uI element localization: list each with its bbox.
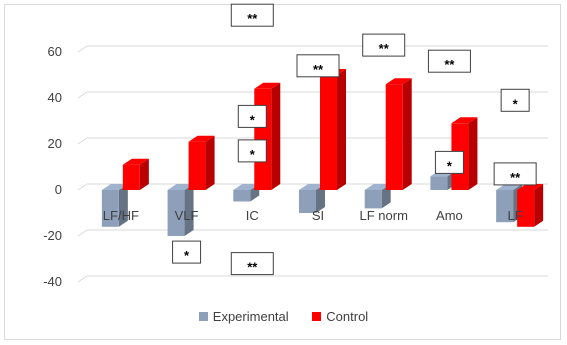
significance-marker: ** — [230, 252, 274, 276]
legend-label-experimental: Experimental — [212, 309, 289, 324]
legend-swatch-control — [312, 312, 322, 321]
svg-text:*: * — [447, 158, 453, 173]
significance-marker: ** — [296, 54, 340, 78]
legend-item-experimental: Experimental — [198, 309, 289, 324]
bar-experimental-0 — [101, 184, 128, 227]
bar-control-6 — [517, 184, 544, 227]
y-tick-label: 40 — [48, 90, 62, 105]
svg-text:**: ** — [444, 57, 455, 72]
significance-marker: * — [237, 139, 267, 163]
y-tick-label: 0 — [55, 182, 62, 197]
significance-marker: * — [237, 104, 267, 128]
y-tick-label: -40 — [43, 274, 62, 289]
gridline-depth — [77, 137, 88, 145]
gridline-depth — [77, 229, 88, 237]
gridline-depth — [77, 91, 88, 99]
y-tick-label: 20 — [48, 136, 62, 151]
svg-text:**: ** — [379, 41, 390, 56]
gridline-depth — [77, 275, 88, 283]
bar-control-2 — [254, 82, 281, 190]
bar-experimental-4 — [364, 184, 391, 209]
legend-item-control: Control — [312, 309, 368, 324]
x-category-label: LF norm — [360, 208, 408, 223]
bar-control-4 — [385, 78, 412, 190]
x-category-label: IC — [246, 208, 259, 223]
legend: Experimental Control — [0, 309, 567, 324]
bar-experimental-3 — [299, 184, 325, 213]
significance-marker: ** — [427, 49, 471, 73]
y-tick-label: 60 — [48, 44, 62, 59]
svg-text:**: ** — [313, 62, 324, 77]
significance-marker: ** — [493, 162, 537, 186]
svg-text:**: ** — [247, 11, 258, 26]
x-category-label: LF — [508, 208, 523, 223]
y-axis: 60 40 20 0 -20 -40 — [43, 44, 62, 289]
bar-control-1 — [188, 135, 215, 190]
significance-marker: * — [434, 150, 464, 174]
x-axis-categories: LF/HF VLF IC SI LF norm Amo LF — [103, 208, 523, 223]
gridline-depth — [77, 183, 88, 191]
legend-label-control: Control — [326, 309, 369, 324]
significance-marker: * — [500, 88, 530, 112]
x-category-label: LF/HF — [103, 208, 139, 223]
y-tick-label: -20 — [43, 228, 62, 243]
x-category-label: VLF — [175, 208, 199, 223]
significance-marker: ** — [362, 33, 406, 57]
svg-text:**: ** — [510, 170, 521, 185]
svg-text:*: * — [250, 147, 256, 162]
x-category-label: SI — [312, 208, 324, 223]
x-category-label: Amo — [436, 208, 463, 223]
significance-marker: ** — [230, 3, 274, 27]
significance-marker: * — [172, 240, 202, 264]
legend-swatch-experimental — [198, 312, 208, 321]
bar-control-3 — [320, 69, 346, 190]
significance-annotations: ***************** — [172, 3, 537, 276]
svg-text:*: * — [250, 112, 256, 127]
bar-control-0 — [122, 158, 149, 190]
bar-experimental-1 — [167, 184, 194, 236]
svg-text:**: ** — [247, 260, 258, 275]
gridline-depth — [77, 45, 88, 53]
svg-text:*: * — [513, 96, 519, 111]
svg-text:*: * — [184, 248, 190, 263]
